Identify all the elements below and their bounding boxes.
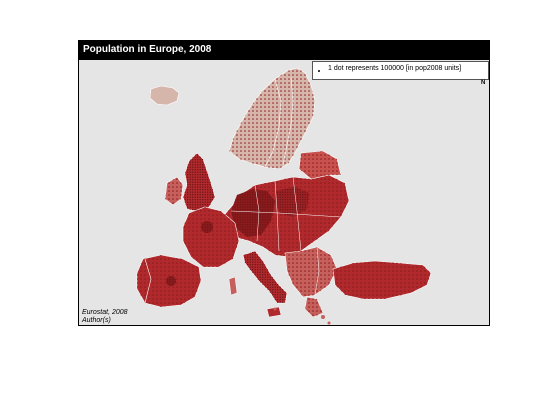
- author-note: Author(s): [82, 317, 111, 324]
- region-italy: [228, 250, 288, 318]
- region-continental-europe: [218, 174, 350, 258]
- region-iberia: [136, 254, 202, 308]
- map-frame: Population in Europe, 2008 1 dot represe…: [78, 40, 490, 326]
- region-france: [182, 206, 240, 268]
- region-baltics: [298, 150, 342, 180]
- source-note: Eurostat, 2008: [82, 309, 128, 316]
- region-islands: [273, 307, 331, 325]
- north-arrow-label: N: [481, 80, 486, 86]
- region-british-isles: [164, 152, 216, 212]
- region-turkey: [332, 260, 432, 300]
- europe-map: [136, 67, 432, 325]
- legend-box: 1 dot represents 100000 [in pop2008 unit…: [312, 61, 489, 80]
- region-scandinavia: [228, 67, 316, 170]
- legend-label: 1 dot represents 100000 [in pop2008 unit…: [328, 65, 462, 72]
- map-title: Population in Europe, 2008: [83, 44, 212, 55]
- region-iceland: [149, 85, 180, 106]
- region-balkans: [284, 246, 338, 318]
- legend-dot-icon: [318, 70, 320, 72]
- title-bar: Population in Europe, 2008: [79, 41, 489, 60]
